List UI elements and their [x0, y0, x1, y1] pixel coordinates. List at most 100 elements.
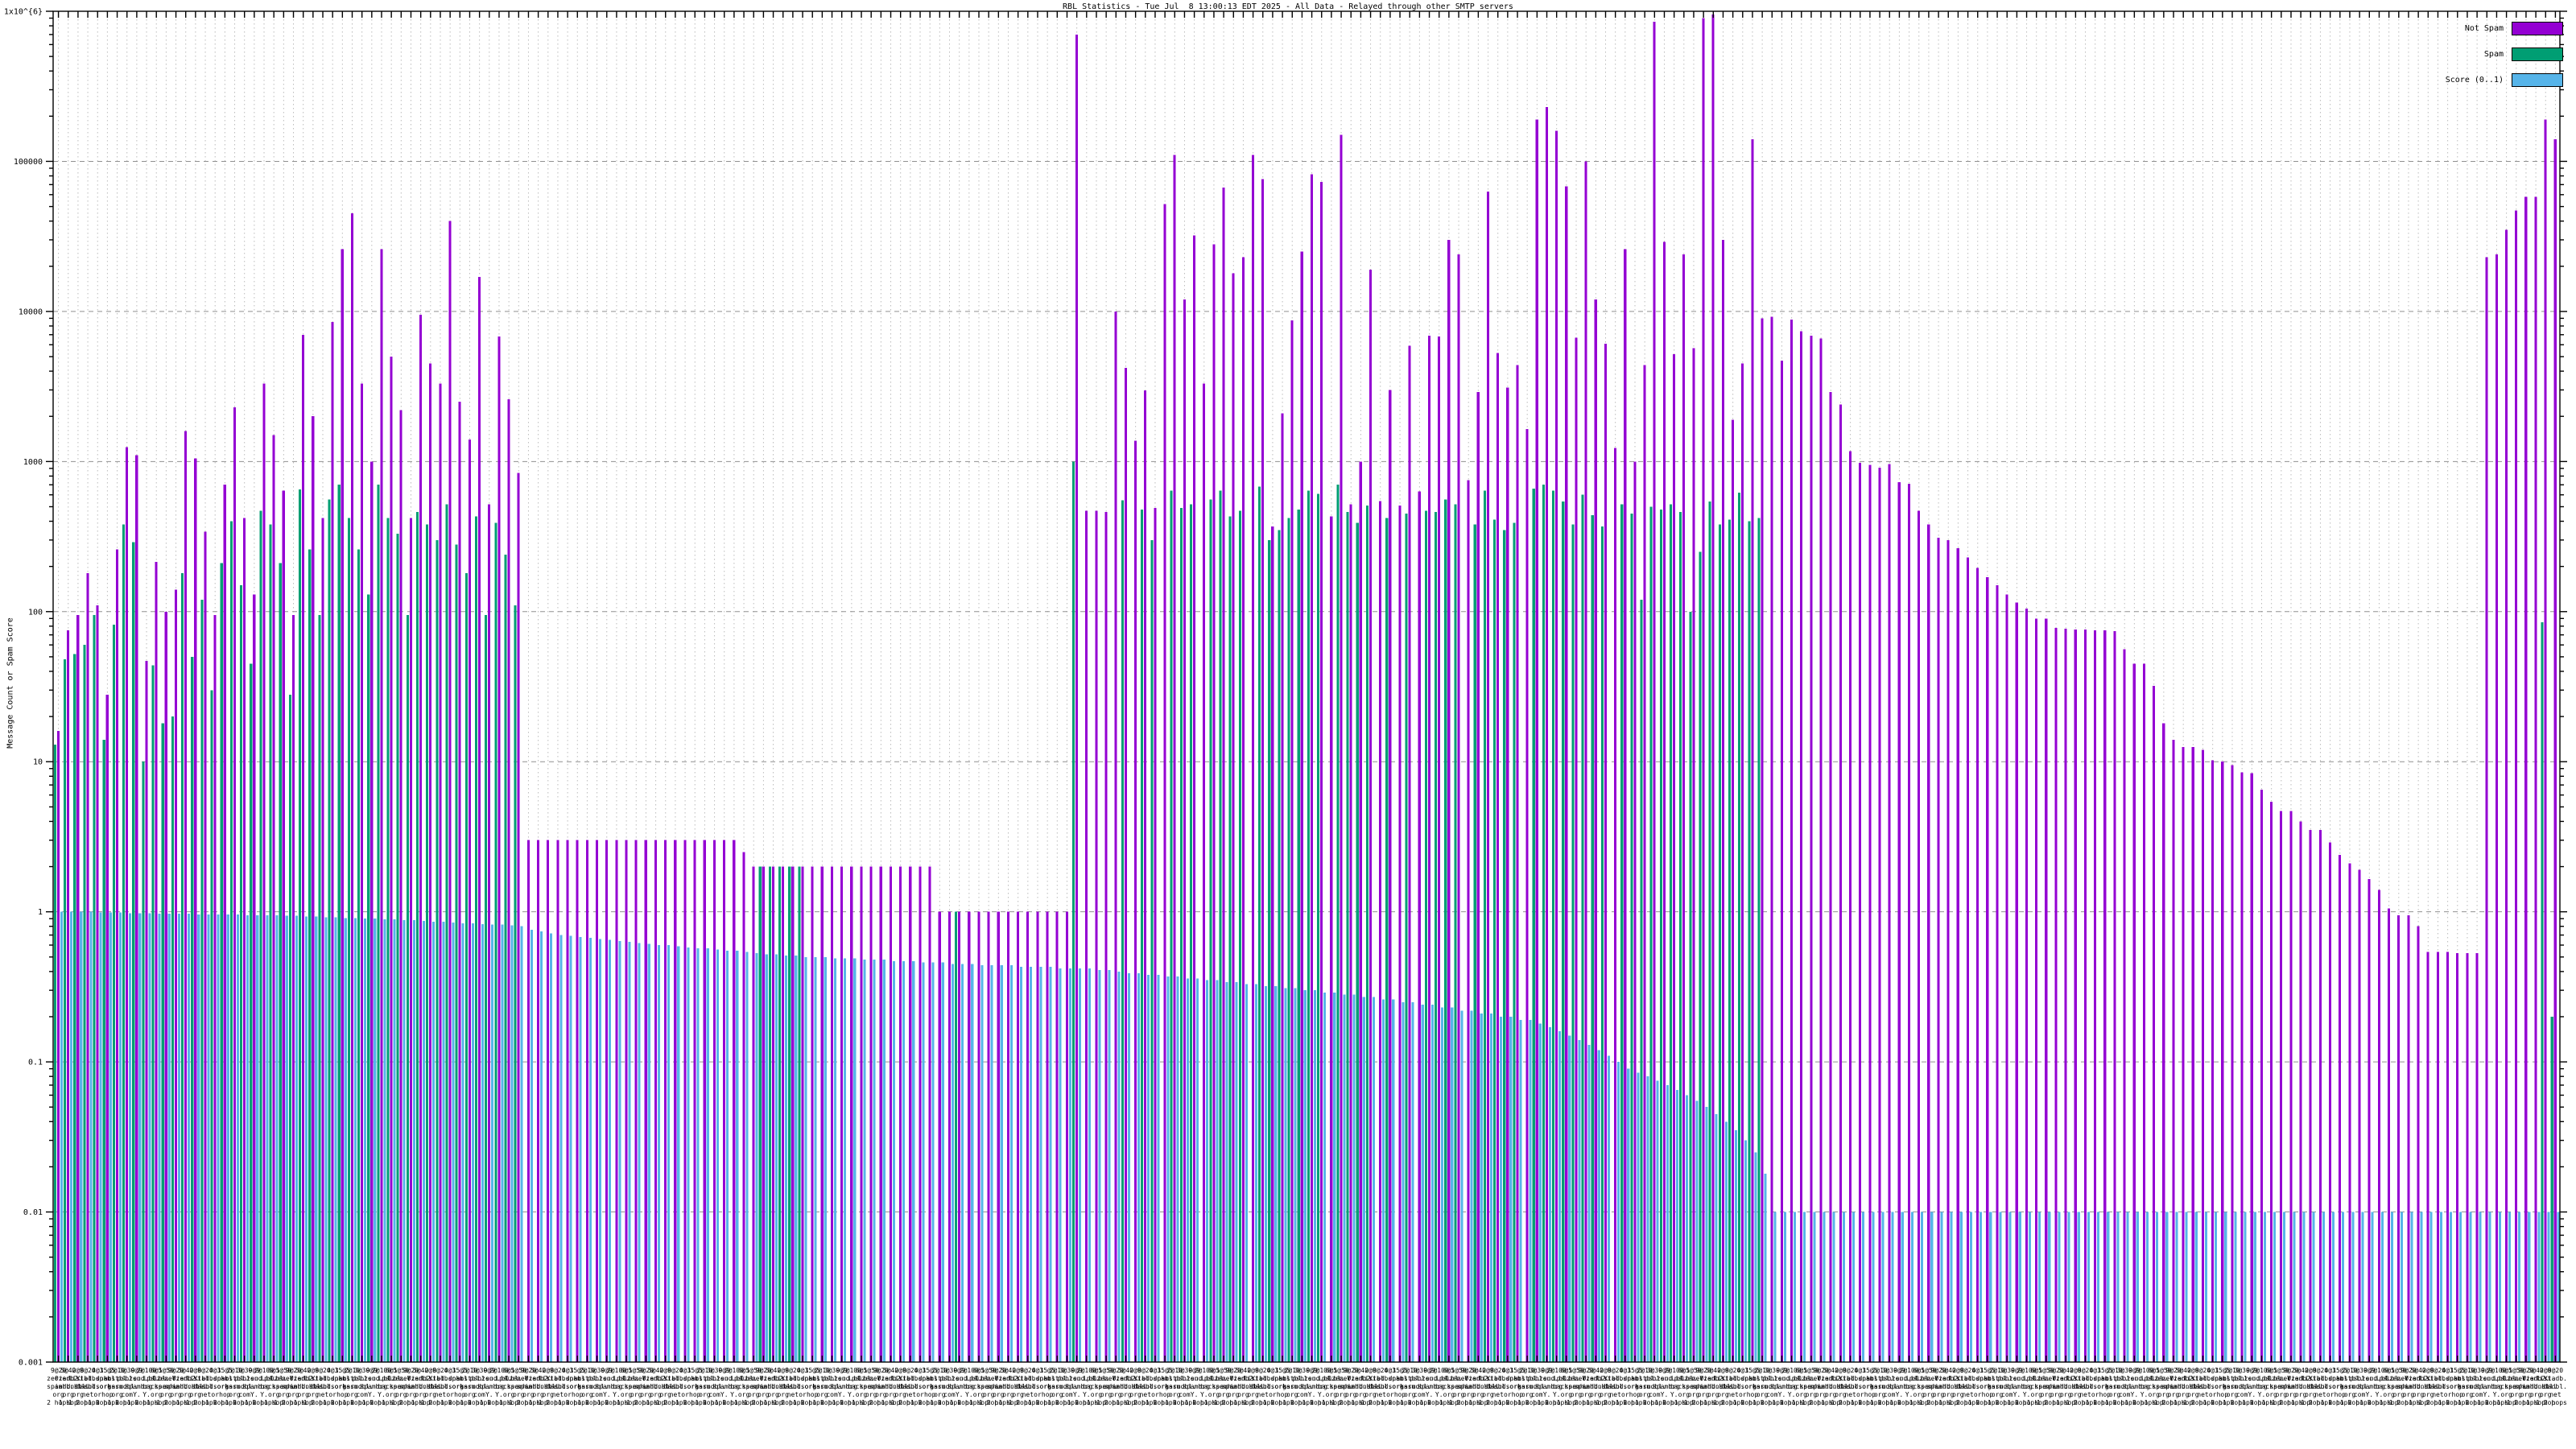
legend-swatch-score	[2512, 72, 2563, 87]
svg-text:0.01: 0.01	[23, 1208, 43, 1217]
svg-text:1x10^{6}: 1x10^{6}	[4, 8, 43, 17]
legend: Not Spam Spam Score (0..1)	[2446, 19, 2563, 97]
svg-text:10: 10	[33, 758, 43, 767]
svg-text:1: 1	[38, 908, 43, 917]
